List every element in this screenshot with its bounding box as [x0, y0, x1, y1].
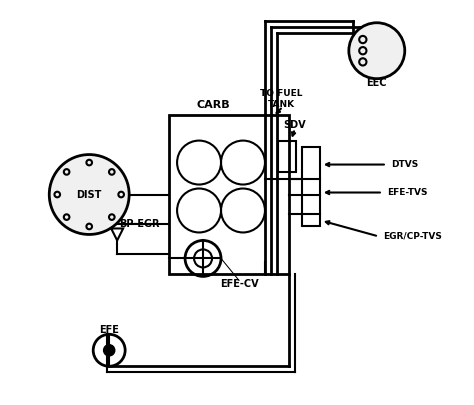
Bar [278, 141, 296, 172]
Text: EFE-CV: EFE-CV [219, 279, 258, 290]
Text: TO FUEL
TANK: TO FUEL TANK [260, 89, 302, 109]
Text: BP-EGR: BP-EGR [119, 220, 159, 230]
Text: EGR/CP-TVS: EGR/CP-TVS [383, 232, 442, 241]
Bar [302, 147, 319, 226]
Text: CARB: CARB [196, 100, 230, 110]
Circle shape [349, 23, 405, 79]
Text: EFE-TVS: EFE-TVS [387, 188, 427, 197]
Text: SDV: SDV [283, 119, 306, 130]
Polygon shape [111, 228, 123, 241]
Bar [169, 115, 289, 275]
Circle shape [104, 345, 115, 356]
Text: DIST: DIST [76, 190, 102, 200]
Circle shape [49, 155, 129, 234]
Text: EEC: EEC [366, 78, 387, 87]
Text: EFE: EFE [99, 325, 119, 335]
Text: DTVS: DTVS [391, 160, 418, 169]
